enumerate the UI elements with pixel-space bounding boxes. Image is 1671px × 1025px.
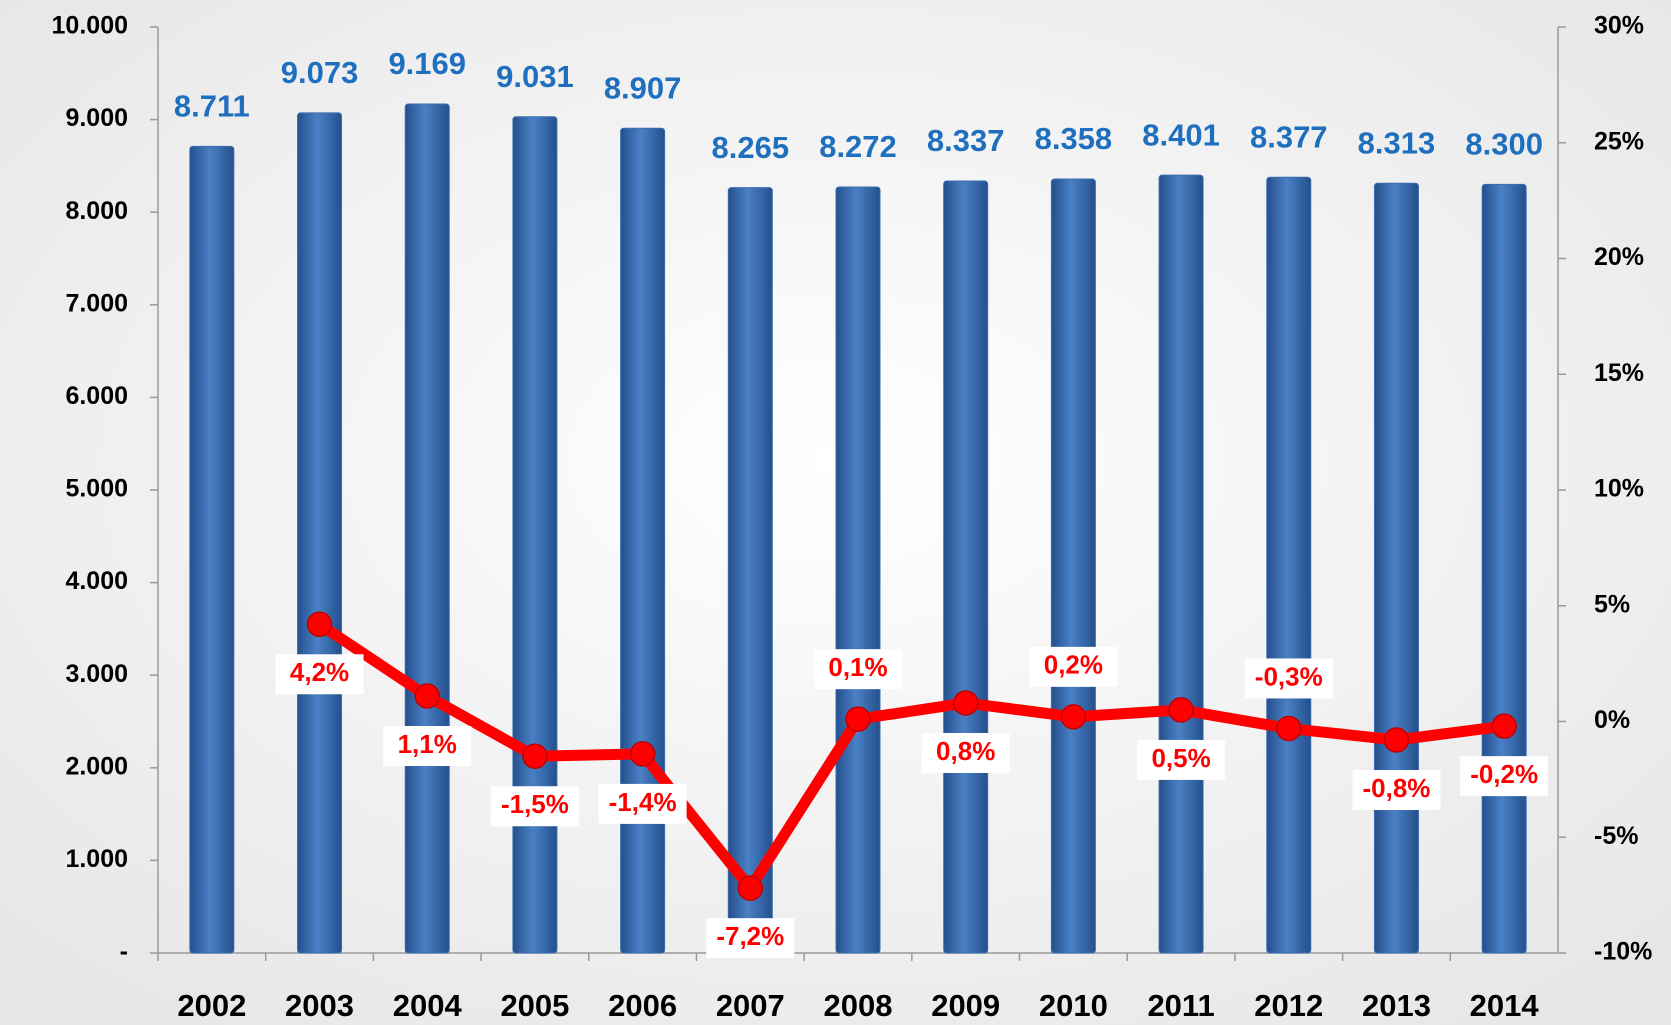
y-tick-label: 1.000: [65, 845, 128, 873]
x-tick-label: 2007: [716, 988, 785, 1023]
line-marker: [629, 741, 656, 767]
label-box: [598, 783, 687, 824]
x-tick-label: 2009: [931, 988, 1000, 1023]
bar: [189, 145, 235, 954]
y2-tick-label: 20%: [1594, 243, 1644, 271]
value-label: 8.377: [1250, 119, 1328, 154]
bar: [1266, 176, 1312, 954]
value-label: 0,1%: [828, 652, 887, 682]
value-label: -7,2%: [716, 921, 784, 951]
value-label: -0,3%: [1255, 661, 1323, 691]
bar: [620, 127, 666, 954]
value-label: 8.907: [604, 70, 682, 105]
bar: [835, 186, 881, 954]
x-tick-label: 2003: [285, 988, 354, 1023]
line-marker: [1491, 713, 1517, 739]
value-label: 9.169: [388, 46, 466, 81]
x-tick-label: 2013: [1362, 988, 1431, 1023]
line-marker: [952, 690, 979, 716]
value-label: 0,2%: [1044, 650, 1103, 680]
label-box: [921, 732, 1010, 773]
label-box: [275, 654, 364, 695]
label-box: [706, 918, 795, 959]
line-marker: [414, 683, 440, 709]
y-tick-label: 10.000: [52, 12, 128, 40]
value-label: 8.401: [1142, 117, 1220, 152]
bar: [512, 116, 558, 954]
x-tick-label: 2002: [177, 988, 246, 1023]
x-tick-label: 2011: [1147, 988, 1214, 1023]
line-marker: [1168, 697, 1194, 723]
line-marker: [1060, 704, 1087, 730]
value-label: 8.272: [819, 129, 897, 164]
value-label: 9.073: [281, 55, 359, 90]
line-marker: [1383, 727, 1410, 753]
x-tick-label: 2004: [393, 988, 463, 1023]
line-marker: [737, 875, 764, 901]
x-tick-label: 2010: [1039, 988, 1108, 1023]
x-tick-label: 2014: [1470, 988, 1540, 1023]
bar: [1373, 182, 1419, 954]
line: [316, 619, 1505, 894]
value-label: -1,4%: [609, 787, 677, 817]
y2-tick-label: 10%: [1594, 475, 1644, 503]
bar: [943, 180, 989, 954]
bar: [1158, 174, 1204, 954]
value-label: 9.031: [496, 59, 574, 94]
line-marker: [1276, 715, 1302, 742]
bar: [297, 112, 343, 954]
value-label: 4,2%: [290, 657, 349, 687]
y2-tick-label: 30%: [1594, 12, 1644, 40]
label-box: [814, 649, 902, 690]
value-label: -0,2%: [1470, 759, 1538, 789]
value-label: 0,8%: [936, 736, 995, 766]
y-tick-label: 8.000: [65, 197, 128, 225]
value-label: 8.313: [1358, 125, 1436, 160]
x-tick-label: 2008: [824, 988, 893, 1023]
line-marker: [522, 743, 548, 769]
value-label: 8.711: [174, 89, 250, 124]
x-tick-label: 2006: [608, 988, 677, 1023]
x-tick-label: 2012: [1254, 988, 1323, 1023]
y-tick-label: 3.000: [65, 660, 128, 688]
y-tick-label: 6.000: [65, 382, 128, 410]
label-box: [1352, 770, 1441, 811]
y-tick-label: 2.000: [65, 752, 128, 780]
y-tick-label: 7.000: [65, 289, 128, 317]
bar: [404, 103, 450, 954]
line-marker: [845, 706, 871, 732]
y2-tick-label: 15%: [1594, 359, 1644, 387]
value-label: 1,1%: [398, 729, 457, 759]
label-box: [1244, 658, 1333, 699]
bar: [1050, 178, 1096, 954]
label-box: [490, 786, 579, 827]
value-label: -0,8%: [1363, 773, 1431, 803]
y-tick-label: 4.000: [65, 567, 128, 595]
value-label: 0,5%: [1151, 743, 1210, 773]
y-tick-label: 5.000: [65, 475, 128, 503]
value-label: 8.300: [1465, 127, 1543, 162]
y2-tick-label: 5%: [1594, 590, 1630, 618]
value-label: 8.358: [1035, 121, 1113, 156]
y-tick-label: 9.000: [65, 104, 128, 132]
line-marker: [306, 611, 333, 638]
value-label: 8.265: [712, 130, 790, 165]
value-label: -1,5%: [501, 789, 569, 819]
label-box: [1029, 646, 1118, 687]
y2-tick-label: -10%: [1594, 938, 1652, 966]
label-box: [383, 726, 472, 767]
value-label: 8.337: [927, 123, 1005, 158]
label-box: [1460, 756, 1549, 797]
y2-tick-label: 0%: [1594, 706, 1630, 734]
label-box: [1137, 739, 1226, 780]
x-tick-label: 2005: [500, 988, 569, 1023]
y2-tick-label: -5%: [1594, 822, 1638, 850]
y2-tick-label: 25%: [1594, 127, 1644, 155]
bar: [1481, 183, 1527, 954]
y-tick-label: -: [120, 938, 128, 966]
bar: [727, 187, 773, 954]
